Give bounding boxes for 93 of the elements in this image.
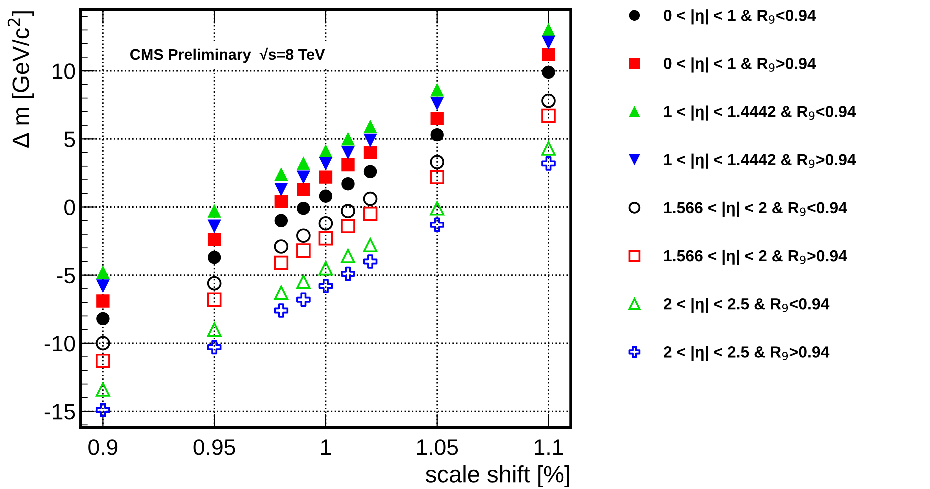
point: [363, 192, 378, 206]
point: [363, 254, 378, 269]
point: [342, 178, 355, 191]
point: [542, 66, 556, 80]
point: [96, 294, 110, 308]
point: [207, 340, 222, 355]
y-tick-label: -5: [57, 268, 76, 284]
point: [341, 266, 356, 282]
point: [274, 214, 288, 228]
point: [318, 279, 334, 294]
point: [342, 132, 355, 146]
point: [207, 276, 222, 291]
legend-label: 1.566 < |η| < 2 & R$_{9}$>0.94: [664, 250, 848, 266]
point: [96, 403, 110, 418]
annotation: CMS Preliminary √s=8 TeV: [130, 48, 326, 64]
legend-label: 0 < |η| < 1 & R$_{9}$>0.94: [664, 58, 816, 73]
point: [363, 238, 378, 253]
point: [296, 292, 311, 308]
point: [430, 97, 444, 110]
y-tick-label: 10: [53, 64, 76, 80]
y-tick-label: -15: [44, 404, 76, 420]
point: [319, 157, 333, 170]
x-tick-label: 0.95: [194, 440, 236, 456]
point: [296, 244, 311, 258]
point: [274, 256, 289, 270]
x-tick-label: 0.9: [88, 440, 118, 456]
point: [274, 168, 288, 182]
point: [341, 219, 356, 234]
point: [96, 280, 110, 293]
point: [364, 146, 378, 160]
point: [297, 170, 310, 184]
point: [318, 231, 334, 246]
point: [542, 108, 556, 124]
point: [296, 228, 311, 244]
point: [274, 304, 289, 318]
point: [430, 201, 445, 216]
point: [274, 240, 289, 254]
y-tick-label: 5: [64, 132, 76, 148]
point: [207, 322, 222, 337]
point: [318, 261, 334, 276]
point: [363, 206, 378, 222]
point: [364, 120, 378, 134]
x-axis-title: scale shift [%]: [426, 466, 570, 488]
point: [208, 204, 222, 218]
point: [296, 275, 311, 290]
legend-label: 2 < |η| < 2.5 & R$_{9}$<0.94: [664, 298, 830, 314]
y-axis-title: Δ m [GeV/c$^{2}$]: [8, 12, 34, 148]
point: [542, 142, 556, 156]
point: [274, 182, 288, 196]
point: [430, 112, 444, 126]
point: [430, 84, 444, 97]
y-tick-label: 0: [64, 200, 76, 216]
point: [96, 312, 110, 326]
point: [319, 190, 333, 203]
x-tick-label: 1.05: [417, 440, 458, 456]
point: [342, 146, 355, 160]
point: [274, 195, 288, 208]
point: [430, 218, 445, 232]
point: [207, 292, 222, 308]
point: [96, 336, 110, 351]
point: [542, 48, 556, 62]
point: [542, 24, 556, 37]
legend-label: 0 < |η| < 1 & R$_{9}$<0.94: [664, 10, 816, 25]
point: [297, 157, 310, 170]
legend-label: 1 < |η| < 1.4442 & R$_{9}$>0.94: [664, 154, 856, 169]
point: [96, 382, 110, 397]
point: [208, 220, 222, 233]
x-tick-label: 1: [321, 440, 332, 456]
point: [364, 165, 378, 178]
point: [319, 170, 333, 184]
point: [96, 354, 110, 368]
point: [297, 202, 310, 216]
point: [96, 266, 110, 280]
point: [430, 170, 445, 184]
y-tick-label: -10: [44, 336, 76, 352]
point: [274, 286, 289, 300]
point: [208, 251, 222, 264]
legend-label: 1 < |η| < 1.4442 & R$_{9}$<0.94: [664, 106, 856, 121]
legend-label: 1.566 < |η| < 2 & R$_{9}$<0.94: [664, 202, 848, 218]
point: [430, 128, 444, 142]
point: [318, 216, 334, 231]
point: [297, 182, 310, 196]
legend-label: 2 < |η| < 2.5 & R$_{9}$>0.94: [664, 346, 830, 362]
point: [430, 155, 445, 170]
point: [364, 134, 378, 148]
point: [341, 204, 356, 218]
point: [208, 233, 222, 247]
point: [342, 158, 355, 172]
point: [341, 249, 356, 264]
x-tick-label: 1.1: [534, 440, 564, 456]
point: [542, 36, 556, 50]
point: [542, 94, 556, 108]
point: [542, 156, 556, 171]
